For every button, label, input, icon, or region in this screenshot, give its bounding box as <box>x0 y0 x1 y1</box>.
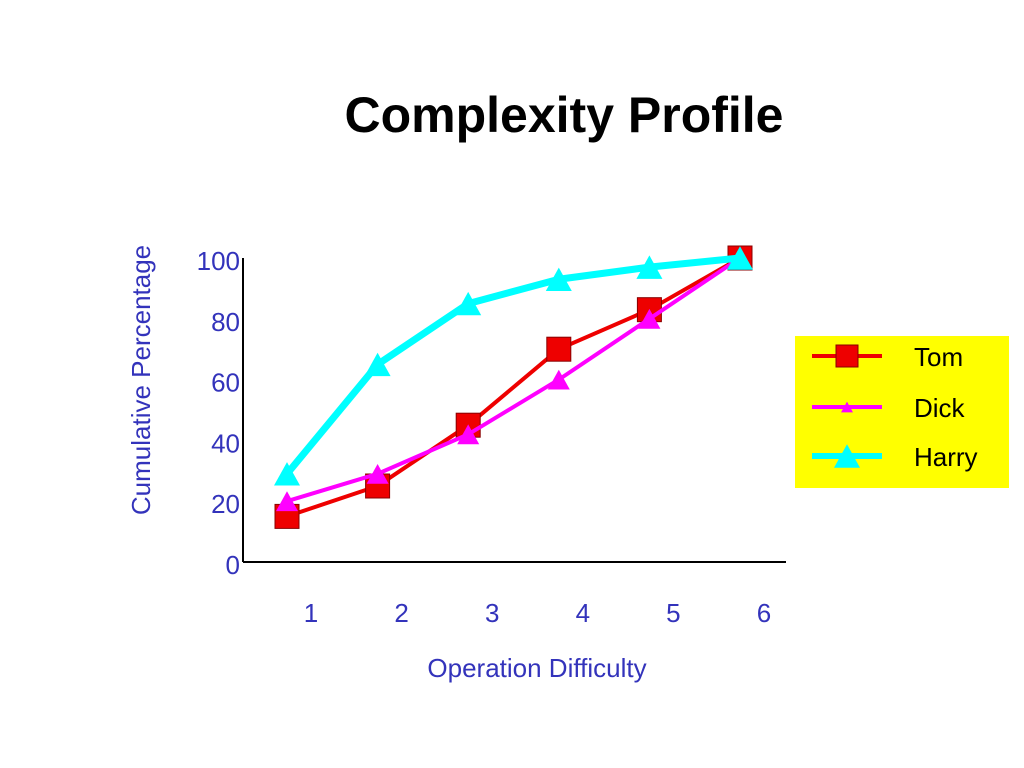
triangle-marker <box>636 255 663 279</box>
y-tick-label: 80 <box>211 307 240 337</box>
chart-title: Complexity Profile <box>344 87 784 143</box>
triangle-marker <box>455 291 482 316</box>
legend-item-tom: Tom <box>812 342 963 372</box>
triangle-marker <box>727 246 753 270</box>
legend-label: Tom <box>914 342 963 372</box>
square-marker <box>546 336 572 362</box>
y-axis-label: Cumulative Percentage <box>126 245 156 515</box>
x-tick-labels: 1 2 3 4 5 6 <box>304 598 771 628</box>
x-tick-label: 6 <box>757 598 771 628</box>
triangle-marker <box>364 352 391 377</box>
triangle-marker <box>457 424 480 445</box>
series-line <box>286 256 742 504</box>
y-tick-labels: 0 20 40 60 80 100 <box>197 246 240 580</box>
x-tick-label: 4 <box>576 598 590 628</box>
legend-label: Harry <box>914 442 978 472</box>
legend-item-harry: Harry <box>812 442 978 472</box>
series-layer <box>274 245 753 529</box>
triangle-marker <box>638 308 661 329</box>
x-axis-label: Operation Difficulty <box>427 653 646 683</box>
series-dick <box>276 248 751 512</box>
triangle-marker <box>366 463 389 484</box>
series-line <box>286 256 741 519</box>
series-line <box>284 254 741 477</box>
y-tick-label: 0 <box>226 550 240 580</box>
triangle-marker <box>841 401 853 413</box>
y-tick-label: 40 <box>211 428 240 458</box>
triangle-marker <box>274 462 300 486</box>
series-harry <box>274 246 753 486</box>
legend-item-dick: Dick <box>812 393 966 423</box>
legend: Tom Dick Harry <box>795 336 1009 488</box>
legend-label: Dick <box>914 393 966 423</box>
x-tick-label: 1 <box>304 598 318 628</box>
y-tick-label: 20 <box>211 489 240 519</box>
square-marker <box>835 344 859 368</box>
triangle-marker <box>276 491 298 512</box>
triangle-marker <box>547 369 570 390</box>
x-tick-label: 3 <box>485 598 499 628</box>
x-tick-label: 2 <box>394 598 408 628</box>
y-tick-label: 60 <box>211 368 240 398</box>
axes <box>242 258 786 563</box>
triangle-marker <box>834 444 860 468</box>
x-tick-label: 5 <box>666 598 680 628</box>
triangle-marker <box>545 267 572 291</box>
y-tick-label: 100 <box>197 246 240 276</box>
legend-box <box>795 336 1009 488</box>
